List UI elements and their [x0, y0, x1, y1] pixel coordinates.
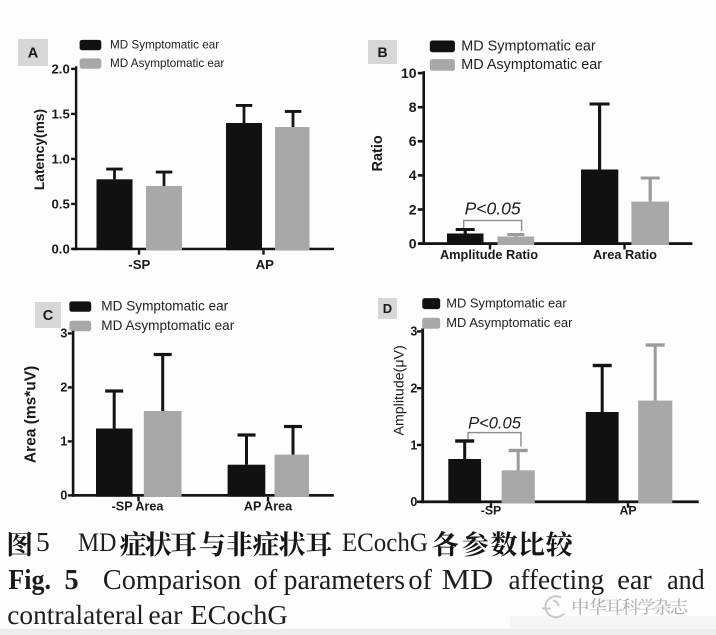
svg-text:0: 0 — [60, 489, 67, 503]
svg-text:AP: AP — [619, 504, 636, 518]
svg-text:AP Area: AP Area — [244, 499, 293, 513]
svg-text:2.0: 2.0 — [51, 62, 69, 77]
svg-text:1.0: 1.0 — [51, 152, 69, 167]
svg-text:0.0: 0.0 — [51, 242, 69, 257]
svg-text:ear: ear — [617, 565, 652, 596]
svg-text:2: 2 — [60, 381, 67, 395]
svg-text:Area (ms*uV): Area (ms*uV) — [23, 366, 40, 463]
svg-text:ECochG: ECochG — [190, 600, 287, 631]
svg-text:6: 6 — [409, 133, 417, 149]
svg-text:P<0.05: P<0.05 — [468, 415, 522, 433]
svg-text:parameters: parameters — [284, 565, 406, 596]
svg-text:A: A — [28, 46, 39, 62]
svg-text:of: of — [408, 565, 432, 596]
svg-text:4: 4 — [409, 167, 417, 183]
svg-text:MD Asymptomatic ear: MD Asymptomatic ear — [101, 318, 234, 333]
svg-text:8: 8 — [409, 99, 417, 115]
svg-text:Amplitude(μV): Amplitude(μV) — [392, 345, 408, 435]
svg-text:Ratio: Ratio — [370, 135, 386, 171]
svg-text:Area Ratio: Area Ratio — [593, 247, 657, 262]
svg-text:2: 2 — [409, 201, 417, 217]
svg-text:1: 1 — [410, 438, 417, 452]
svg-text:0: 0 — [409, 235, 417, 251]
svg-text:0.5: 0.5 — [51, 197, 69, 212]
svg-text:MD Symptomatic ear: MD Symptomatic ear — [461, 39, 596, 55]
svg-text:Latency(ms): Latency(ms) — [32, 109, 47, 190]
svg-text:ear: ear — [148, 600, 183, 631]
svg-text:affecting: affecting — [509, 565, 605, 596]
svg-text:contralateral: contralateral — [7, 600, 144, 631]
svg-text:0: 0 — [410, 495, 417, 509]
svg-text:-SP Area: -SP Area — [112, 499, 165, 513]
svg-text:P<0.05: P<0.05 — [465, 199, 521, 219]
svg-text:of: of — [254, 565, 278, 596]
svg-text:MD: MD — [78, 527, 117, 557]
svg-text:5: 5 — [36, 526, 50, 557]
svg-text:C: C — [43, 308, 54, 324]
svg-text:ECochG: ECochG — [342, 527, 428, 557]
svg-text:Comparison: Comparison — [103, 565, 241, 596]
svg-text:AP: AP — [256, 257, 275, 272]
svg-text:MD: MD — [442, 565, 494, 596]
svg-text:MD Asymptomatic ear: MD Asymptomatic ear — [110, 57, 224, 70]
svg-text:-SP: -SP — [128, 257, 150, 272]
svg-text:Amplitude Ratio: Amplitude Ratio — [440, 247, 538, 262]
svg-text:MD Asymptomatic ear: MD Asymptomatic ear — [461, 57, 602, 73]
svg-text:MD Symptomatic ear: MD Symptomatic ear — [446, 296, 567, 311]
svg-text:1.5: 1.5 — [51, 107, 69, 122]
svg-text:and: and — [667, 565, 705, 596]
svg-text:3: 3 — [410, 325, 417, 339]
svg-text:1: 1 — [60, 435, 67, 449]
svg-text:MD Symptomatic ear: MD Symptomatic ear — [110, 39, 219, 52]
svg-text:3: 3 — [60, 327, 67, 341]
svg-text:MD Symptomatic ear: MD Symptomatic ear — [101, 299, 228, 314]
svg-text:D: D — [383, 301, 392, 316]
svg-text:10: 10 — [401, 65, 417, 81]
svg-text:2: 2 — [410, 382, 417, 396]
svg-text:-SP: -SP — [481, 504, 502, 518]
svg-text:B: B — [377, 44, 387, 60]
svg-text:Fig.: Fig. — [8, 565, 51, 596]
svg-text:MD Asymptomatic ear: MD Asymptomatic ear — [446, 315, 573, 330]
svg-text:5: 5 — [65, 565, 79, 596]
